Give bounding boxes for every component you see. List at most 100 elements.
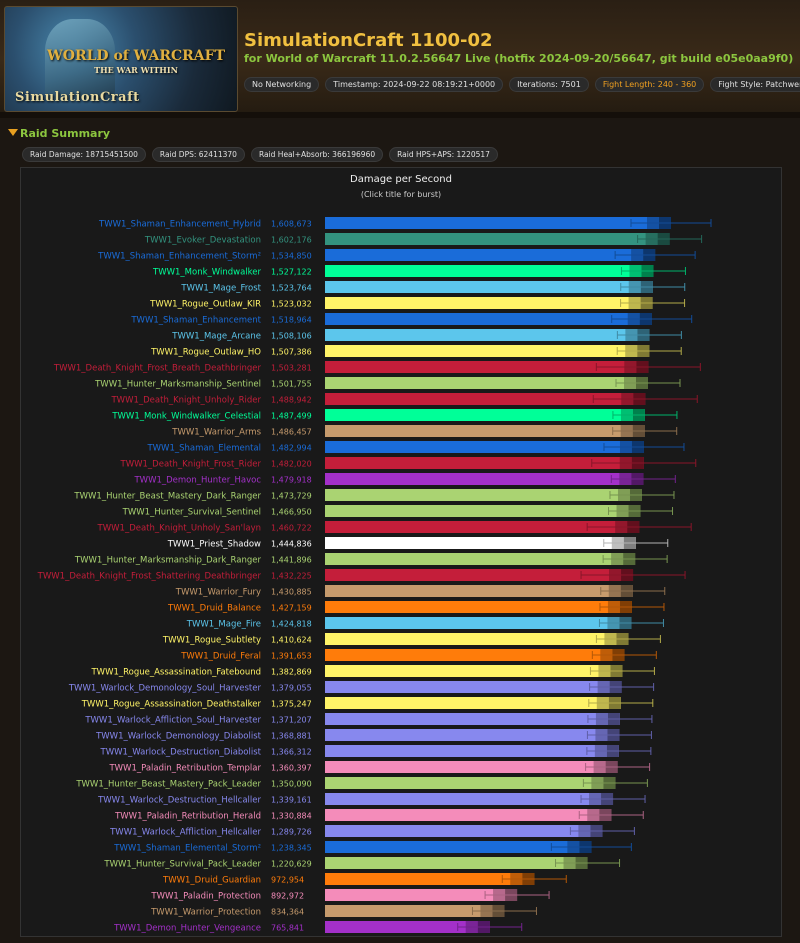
dps-bar[interactable] xyxy=(325,441,644,453)
dps-bar[interactable] xyxy=(325,777,616,789)
dps-bar[interactable] xyxy=(325,745,619,757)
bar-value: 1,430,885 xyxy=(271,588,312,597)
raid-summary-toggle[interactable]: Raid Summary xyxy=(8,127,110,140)
dps-bar[interactable] xyxy=(325,873,535,885)
dps-bar[interactable] xyxy=(325,809,612,821)
bar-label[interactable]: TWW1_Monk_Windwalker xyxy=(152,268,261,278)
dps-bar[interactable] xyxy=(325,377,649,389)
dps-bar[interactable] xyxy=(325,489,642,501)
bar-label[interactable]: TWW1_Rogue_Outlaw_HO xyxy=(150,348,261,358)
dps-bar[interactable] xyxy=(325,281,653,293)
dps-bar[interactable] xyxy=(325,569,634,581)
bar-label[interactable]: TWW1_Warrior_Protection xyxy=(150,908,261,918)
bar-label[interactable]: TWW1_Shaman_Elemental xyxy=(146,444,261,454)
bar-label[interactable]: TWW1_Warrior_Fury xyxy=(175,588,261,598)
dps-bar[interactable] xyxy=(325,393,646,405)
dps-bar[interactable] xyxy=(325,473,644,485)
dps-bar[interactable] xyxy=(325,857,588,869)
bar-label[interactable]: TWW1_Paladin_Retribution_Templar xyxy=(108,764,261,774)
dps-bar[interactable] xyxy=(325,905,505,917)
dps-bar[interactable] xyxy=(325,553,636,565)
bar-label[interactable]: TWW1_Hunter_Beast_Mastery_Pack_Leader xyxy=(75,780,261,790)
bar-label[interactable]: TWW1_Evoker_Devastation xyxy=(144,236,261,246)
dps-bar[interactable] xyxy=(325,297,653,309)
bar-label[interactable]: TWW1_Rogue_Assassination_Fatebound xyxy=(90,668,261,678)
dps-bar[interactable] xyxy=(325,409,645,421)
dps-bar[interactable] xyxy=(325,889,518,901)
dps-bar[interactable] xyxy=(325,345,650,357)
bar-label[interactable]: TWW1_Warlock_Affliction_Soul_Harvester xyxy=(84,716,261,726)
bar-label[interactable]: TWW1_Warrior_Arms xyxy=(171,428,261,438)
bar-label[interactable]: TWW1_Hunter_Survival_Sentinel xyxy=(122,508,261,518)
bar-label[interactable]: TWW1_Warlock_Destruction_Hellcaller xyxy=(97,796,261,806)
dps-bar[interactable] xyxy=(325,313,652,325)
dps-bar[interactable] xyxy=(325,537,636,549)
bar-label[interactable]: TWW1_Monk_Windwalker_Celestial xyxy=(111,412,261,422)
dps-bar[interactable] xyxy=(325,329,650,341)
bar-label[interactable]: TWW1_Priest_Shadow xyxy=(167,540,261,550)
dps-bar[interactable] xyxy=(325,841,592,853)
dps-bar[interactable] xyxy=(325,521,640,533)
bar-label[interactable]: TWW1_Rogue_Assassination_Deathstalker xyxy=(81,700,262,710)
dps-bar[interactable] xyxy=(325,921,490,933)
bar-label[interactable]: TWW1_Death_Knight_Frost_Shattering_Death… xyxy=(37,572,262,582)
bar-label[interactable]: TWW1_Warlock_Destruction_Diabolist xyxy=(100,748,262,758)
dps-bar[interactable] xyxy=(325,633,629,645)
dps-bar[interactable] xyxy=(325,457,644,469)
bar-value: 1,508,106 xyxy=(271,332,312,341)
dps-bar[interactable] xyxy=(325,505,641,517)
bar-label[interactable]: TWW1_Mage_Fire xyxy=(186,620,261,630)
bar-label[interactable]: TWW1_Shaman_Enhancement xyxy=(130,316,261,326)
dps-bar[interactable] xyxy=(325,265,654,277)
dps-bar[interactable] xyxy=(325,681,622,693)
bar-label[interactable]: TWW1_Shaman_Elemental_Storm² xyxy=(113,844,261,854)
bar-label[interactable]: TWW1_Demon_Hunter_Havoc xyxy=(133,476,261,486)
dps-bar[interactable] xyxy=(325,249,656,261)
bar-value: 1,523,764 xyxy=(271,284,312,293)
dps-bar[interactable] xyxy=(325,425,645,437)
bar-label[interactable]: TWW1_Druid_Guardian xyxy=(162,876,261,886)
dps-bar[interactable] xyxy=(325,233,670,245)
bar-label[interactable]: TWW1_Death_Knight_Unholy_San'layn xyxy=(97,524,261,534)
bar-label[interactable]: TWW1_Death_Knight_Frost_Breath_Deathbrin… xyxy=(53,364,262,374)
dps-bar[interactable] xyxy=(325,825,603,837)
bar-label[interactable]: TWW1_Mage_Frost xyxy=(180,284,261,294)
bar-label[interactable]: TWW1_Shaman_Enhancement_Storm² xyxy=(97,252,261,262)
bar-label[interactable]: TWW1_Rogue_Outlaw_KIR xyxy=(149,300,261,310)
dps-bar[interactable] xyxy=(325,617,632,629)
dps-bar[interactable] xyxy=(325,217,671,229)
bar-label[interactable]: TWW1_Hunter_Marksmanship_Dark_Ranger xyxy=(74,556,262,566)
bar-value: 1,371,207 xyxy=(271,716,312,725)
bar-label[interactable]: TWW1_Hunter_Survival_Pack_Leader xyxy=(103,860,261,870)
dps-bar[interactable] xyxy=(325,585,633,597)
dps-bar[interactable] xyxy=(325,729,620,741)
dps-bar[interactable] xyxy=(325,761,618,773)
bar-label[interactable]: TWW1_Shaman_Enhancement_Hybrid xyxy=(98,220,261,230)
bar-label[interactable]: TWW1_Hunter_Beast_Mastery_Dark_Ranger xyxy=(73,492,261,502)
dps-bar[interactable] xyxy=(325,697,621,709)
dps-bar[interactable] xyxy=(325,793,614,805)
bar-label[interactable]: TWW1_Druid_Balance xyxy=(167,604,261,614)
bar-label[interactable]: TWW1_Druid_Feral xyxy=(180,652,261,662)
bar-label[interactable]: TWW1_Warlock_Demonology_Soul_Harvester xyxy=(68,684,262,694)
bar-label[interactable]: TWW1_Hunter_Marksmanship_Sentinel xyxy=(94,380,261,390)
bar-label[interactable]: TWW1_Paladin_Retribution_Herald xyxy=(114,812,261,822)
bar-label[interactable]: TWW1_Death_Knight_Unholy_Rider xyxy=(110,396,261,406)
chart-title[interactable]: Damage per Second xyxy=(350,174,452,185)
expand-triangle-icon xyxy=(8,129,18,136)
bar-label[interactable]: TWW1_Warlock_Affliction_Hellcaller xyxy=(109,828,261,838)
dps-bar[interactable] xyxy=(325,649,625,661)
dps-bar[interactable] xyxy=(325,601,632,613)
bar-label[interactable]: TWW1_Death_Knight_Frost_Rider xyxy=(120,460,262,470)
bar-label[interactable]: TWW1_Demon_Hunter_Vengeance xyxy=(113,924,261,934)
dps-bar[interactable] xyxy=(325,361,649,373)
bar-label[interactable]: TWW1_Warlock_Demonology_Diabolist xyxy=(95,732,262,742)
bar-value: 1,466,950 xyxy=(271,508,312,517)
bar-label[interactable]: TWW1_Rogue_Subtlety xyxy=(162,636,261,646)
bar-value: 1,410,624 xyxy=(271,636,312,645)
bar-label[interactable]: TWW1_Mage_Arcane xyxy=(171,332,261,342)
bar-value: 1,391,653 xyxy=(271,652,312,661)
bar-label[interactable]: TWW1_Paladin_Protection xyxy=(150,892,261,902)
dps-bar[interactable] xyxy=(325,665,623,677)
dps-bar[interactable] xyxy=(325,713,620,725)
